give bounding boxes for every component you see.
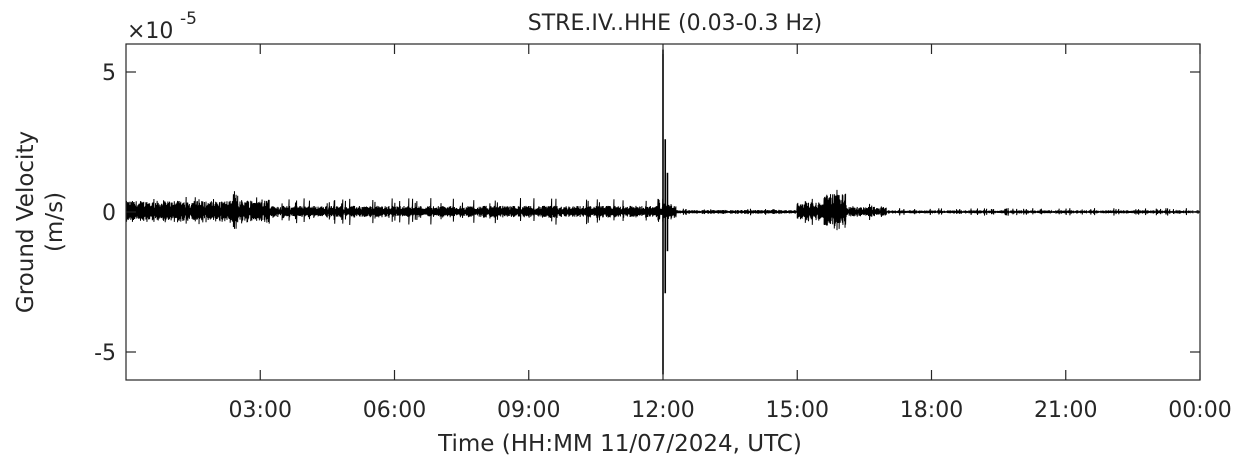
x-tick-label: 15:00 (766, 398, 829, 423)
x-axis-ticks: 03:00 06:00 09:00 12:00 15:00 18:00 21:00 00:00 (229, 44, 1232, 423)
y-exponent-power: -5 (180, 9, 197, 29)
y-axis-label: Ground Velocity (m/s) (13, 131, 68, 313)
chart-title: STRE.IV..HHE (0.03-0.3 Hz) (528, 11, 822, 36)
y-tick-label: 0 (102, 201, 116, 226)
y-axis-label-line2: (m/s) (42, 192, 68, 252)
velocity-trace (125, 49, 1201, 375)
x-tick-label: 09:00 (497, 398, 560, 423)
x-tick-label: 21:00 (1034, 398, 1097, 423)
x-tick-label: 12:00 (631, 398, 694, 423)
y-exponent-base: ×10 (127, 19, 173, 44)
x-axis-label: Time (HH:MM 11/07/2024, UTC) (437, 431, 802, 457)
y-exponent: ×10 -5 (127, 9, 197, 44)
y-tick-label: 5 (102, 61, 116, 86)
y-axis-ticks: -5 0 5 (94, 61, 1200, 366)
x-tick-label: 03:00 (229, 398, 292, 423)
y-tick-label: -5 (94, 341, 116, 366)
x-tick-label: 18:00 (900, 398, 963, 423)
x-tick-label: 06:00 (363, 398, 426, 423)
plot-frame (125, 43, 1201, 381)
x-tick-label: 00:00 (1168, 398, 1231, 423)
y-axis-label-line1: Ground Velocity (13, 131, 39, 313)
